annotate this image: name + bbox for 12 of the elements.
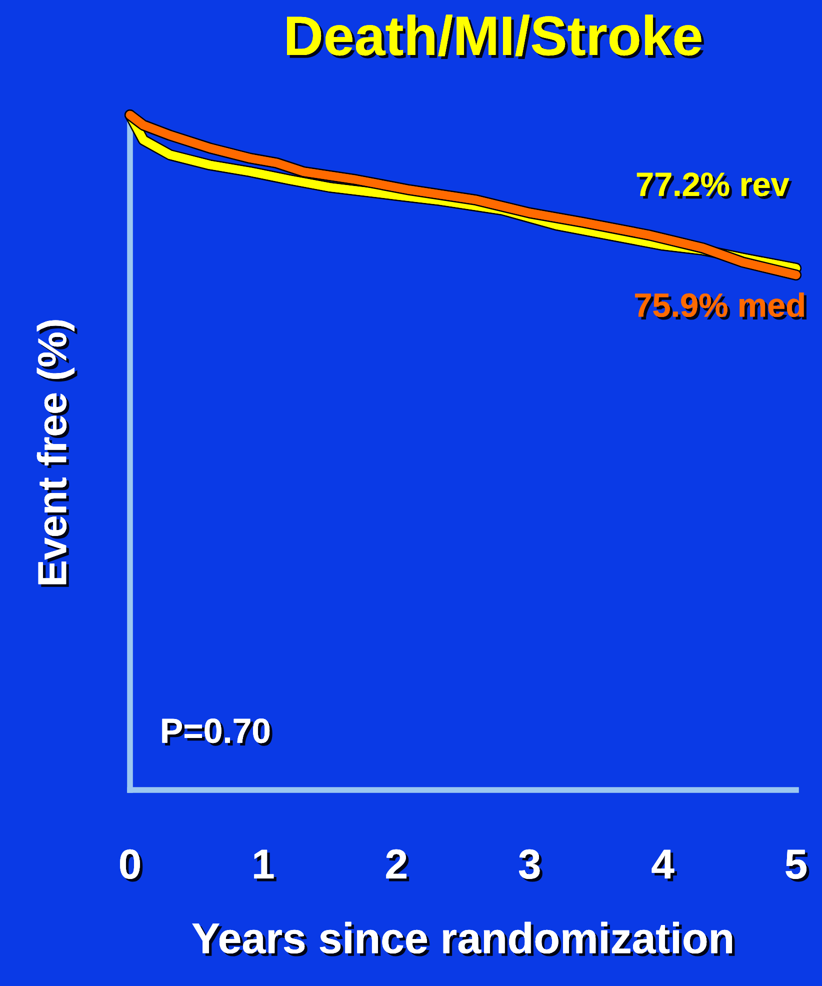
chart-title: Death/MI/Stroke — [287, 14, 704, 59]
x-tick-label: 4 — [652, 850, 677, 882]
annotation: 77.2% rev — [636, 172, 792, 199]
x-tick-label: 0 — [120, 849, 143, 882]
annotation: 75.9% med — [635, 292, 807, 320]
x-axis-title: Years since randomization — [192, 922, 735, 956]
x-tick-label: 5 — [786, 850, 810, 882]
annotation: P=0.70 — [162, 718, 272, 746]
x-tick-label: 2 — [386, 849, 410, 882]
y-axis-title: Event free (%) — [36, 320, 78, 587]
x-tick-label: 3 — [518, 849, 542, 882]
x-tick-label: 1 — [254, 850, 276, 882]
